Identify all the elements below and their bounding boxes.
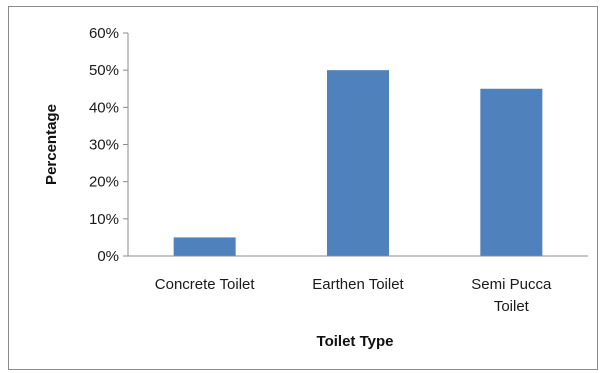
- y-tick-label: 30%: [89, 137, 119, 154]
- bar: [327, 70, 389, 257]
- y-tick-label: 20%: [89, 174, 119, 191]
- y-tick-label: 40%: [89, 99, 119, 116]
- y-tick-label: 10%: [89, 211, 119, 228]
- y-tick-label: 60%: [89, 25, 119, 42]
- x-category-label: Earthen Toilet: [312, 276, 404, 293]
- y-axis-ticks: 0% 10% 20% 30% 40% 50% 60%: [89, 25, 128, 265]
- x-category-label: Concrete Toilet: [155, 276, 256, 293]
- bars: [173, 70, 543, 257]
- x-axis-labels: Concrete Toilet Earthen Toilet Semi Pucca T…: [155, 276, 552, 315]
- y-axis-title: Percentage: [43, 104, 60, 185]
- x-category-label: Semi Pucca Toilet: [471, 276, 552, 315]
- x-axis-title: Toilet Type: [317, 333, 394, 350]
- y-tick-label: 50%: [89, 62, 119, 79]
- y-tick-label: 0%: [97, 248, 119, 265]
- bar: [480, 88, 543, 256]
- bar: [173, 237, 236, 256]
